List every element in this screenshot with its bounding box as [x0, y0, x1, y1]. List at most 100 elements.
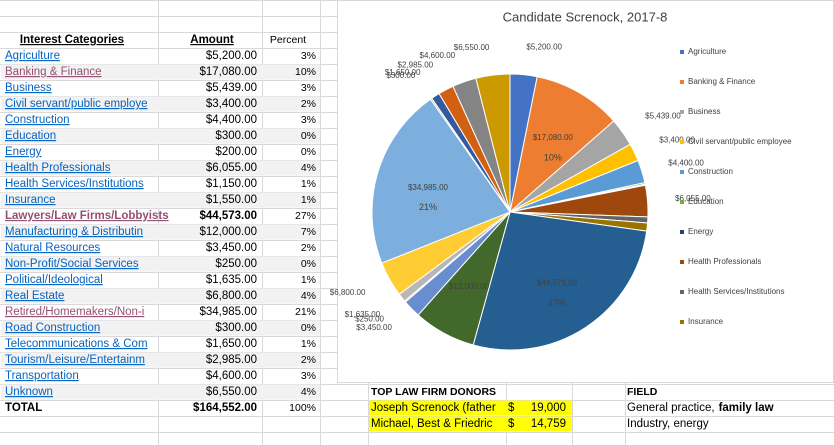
row-shade — [1, 192, 320, 208]
pie-slice — [475, 73, 511, 213]
percent-cell: 7% — [301, 226, 316, 238]
amount-cell: $4,600.00 — [206, 370, 257, 382]
category-link[interactable]: Road Construction — [5, 322, 100, 334]
category-link[interactable]: Unknown — [5, 386, 53, 398]
slice-label: $5,200.00 — [526, 42, 562, 51]
legend-label: Health Professionals — [688, 257, 761, 266]
amount-cell: $1,550.00 — [206, 194, 257, 206]
category-link[interactable]: Natural Resources — [5, 242, 100, 254]
category-link[interactable]: Retired/Homemakers/Non-i — [5, 306, 144, 318]
slice-percent: 27% — [548, 298, 566, 308]
column-header: Interest Categories — [20, 34, 124, 46]
amount-cell: $1,150.00 — [206, 178, 257, 190]
field-text: General practice, — [627, 402, 715, 414]
percent-cell: 21% — [295, 306, 316, 318]
row-shade — [1, 320, 320, 336]
category-link[interactable]: Insurance — [5, 194, 56, 206]
amount-cell: $6,550.00 — [206, 386, 257, 398]
amount-cell: $300.00 — [215, 322, 257, 334]
amount-cell: $1,650.00 — [206, 338, 257, 350]
category-link[interactable]: Construction — [5, 114, 70, 126]
highlight — [369, 400, 572, 416]
percent-cell: 0% — [301, 258, 316, 270]
field-cell: Industry, energy — [627, 418, 709, 430]
column-header: Percent — [270, 34, 306, 46]
percent-cell: 0% — [301, 322, 316, 334]
percent-cell: 0% — [301, 130, 316, 142]
slice-label: $6,800.00 — [330, 288, 366, 297]
slice-label: $17,080.00 — [533, 133, 574, 142]
category-link[interactable]: Health Professionals — [5, 162, 111, 174]
row-shade — [1, 352, 320, 368]
amount-cell: $5,439.00 — [206, 82, 257, 94]
slice-label: $250.00 — [355, 315, 384, 324]
category-link[interactable]: Manufacturing & Distributin — [5, 226, 143, 238]
percent-cell: 3% — [301, 82, 316, 94]
row-shade — [1, 288, 320, 304]
donor-currency: $ — [508, 402, 515, 414]
donor-currency: $ — [508, 418, 515, 430]
amount-cell: $5,200.00 — [206, 50, 257, 62]
legend-label: Banking & Finance — [688, 77, 756, 86]
amount-cell: $3,450.00 — [206, 242, 257, 254]
highlight — [369, 416, 572, 432]
percent-cell: 0% — [301, 146, 316, 158]
category-link[interactable]: Transportation — [5, 370, 79, 382]
slice-label: $1,650.00 — [385, 68, 421, 77]
category-link[interactable]: Political/Ideological — [5, 274, 103, 286]
amount-cell: $2,985.00 — [206, 354, 257, 366]
total-percent: 100% — [289, 402, 316, 414]
total-label: TOTAL — [5, 402, 42, 414]
category-link[interactable]: Telecommunications & Com — [5, 338, 148, 350]
category-link[interactable]: Business — [5, 82, 52, 94]
chart: Candidate Screnock, 2017-8 $5,200.00 $17,… — [330, 0, 834, 383]
category-link[interactable]: Health Services/Institutions — [5, 178, 144, 190]
percent-cell: 1% — [301, 338, 316, 350]
percent-cell: 4% — [301, 386, 316, 398]
percent-cell: 27% — [295, 210, 316, 222]
percent-cell: 3% — [301, 370, 316, 382]
category-link[interactable]: Education — [5, 130, 56, 142]
legend-swatch — [680, 320, 684, 324]
legend-label: Energy — [688, 227, 713, 236]
category-link[interactable]: Banking & Finance — [5, 66, 102, 78]
legend-swatch — [680, 230, 684, 234]
slice-label: $4,400.00 — [668, 158, 704, 167]
legend-swatch — [680, 200, 684, 204]
row-shade — [1, 128, 320, 144]
slice-label: $2,985.00 — [398, 60, 434, 69]
category-link[interactable]: Lawyers/Law Firms/Lobbyists — [5, 210, 169, 222]
row-shade — [1, 256, 320, 272]
percent-cell: 2% — [301, 98, 316, 110]
row-shade — [1, 384, 320, 400]
donor-name: Michael, Best & Friedric — [371, 418, 493, 430]
slice-percent: 10% — [544, 152, 562, 162]
category-link[interactable]: Real Estate — [5, 290, 64, 302]
legend-label: Education — [688, 197, 724, 206]
amount-cell: $3,400.00 — [206, 98, 257, 110]
slice-label: $3,450.00 — [356, 323, 392, 332]
legend-swatch — [680, 110, 684, 114]
category-link[interactable]: Non-Profit/Social Services — [5, 258, 139, 270]
category-link[interactable]: Energy — [5, 146, 42, 158]
amount-cell: $12,000.00 — [199, 226, 257, 238]
legend-label: Insurance — [688, 317, 724, 326]
amount-cell: $1,635.00 — [206, 274, 257, 286]
category-link[interactable]: Civil servant/public employe — [5, 98, 148, 110]
donors-title: TOP LAW FIRM DONORS — [371, 386, 496, 398]
field-title: FIELD — [627, 386, 658, 398]
legend-swatch — [680, 260, 684, 264]
slice-label: $6,055.00 — [675, 194, 711, 203]
slice-label: $12,000.00 — [449, 282, 490, 291]
amount-cell: $4,400.00 — [206, 114, 257, 126]
percent-cell: 2% — [301, 354, 316, 366]
pie-slice — [371, 98, 511, 264]
legend-label: Business — [688, 107, 720, 116]
slice-label: $3,400.00 — [659, 135, 695, 144]
donor-name: Joseph Screnock (father — [371, 402, 496, 414]
category-link[interactable]: Agriculture — [5, 50, 60, 62]
row-shade — [1, 64, 320, 80]
slice-label: $44,573.00 — [537, 279, 578, 288]
category-link[interactable]: Tourism/Leisure/Entertainm — [5, 354, 145, 366]
legend-swatch — [680, 140, 684, 144]
